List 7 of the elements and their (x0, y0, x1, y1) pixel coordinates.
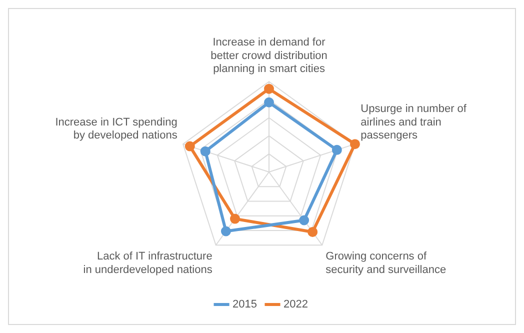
spoke-label: Increase in demand for better crowd distribution planning in smart cities (210, 36, 328, 76)
legend-label: 2015 (232, 298, 258, 311)
spoke-label: Upsurge in number of airlines and train passengers (360, 103, 468, 142)
spoke-label: Increase in ICT spending by developed nations (55, 116, 178, 142)
spoke-label: Lack of IT infrastructure in underdeveloped nations (83, 250, 213, 276)
spoke-label: Growing concerns of security and surveillance (326, 250, 446, 276)
legend-label: 2022 (284, 298, 308, 311)
